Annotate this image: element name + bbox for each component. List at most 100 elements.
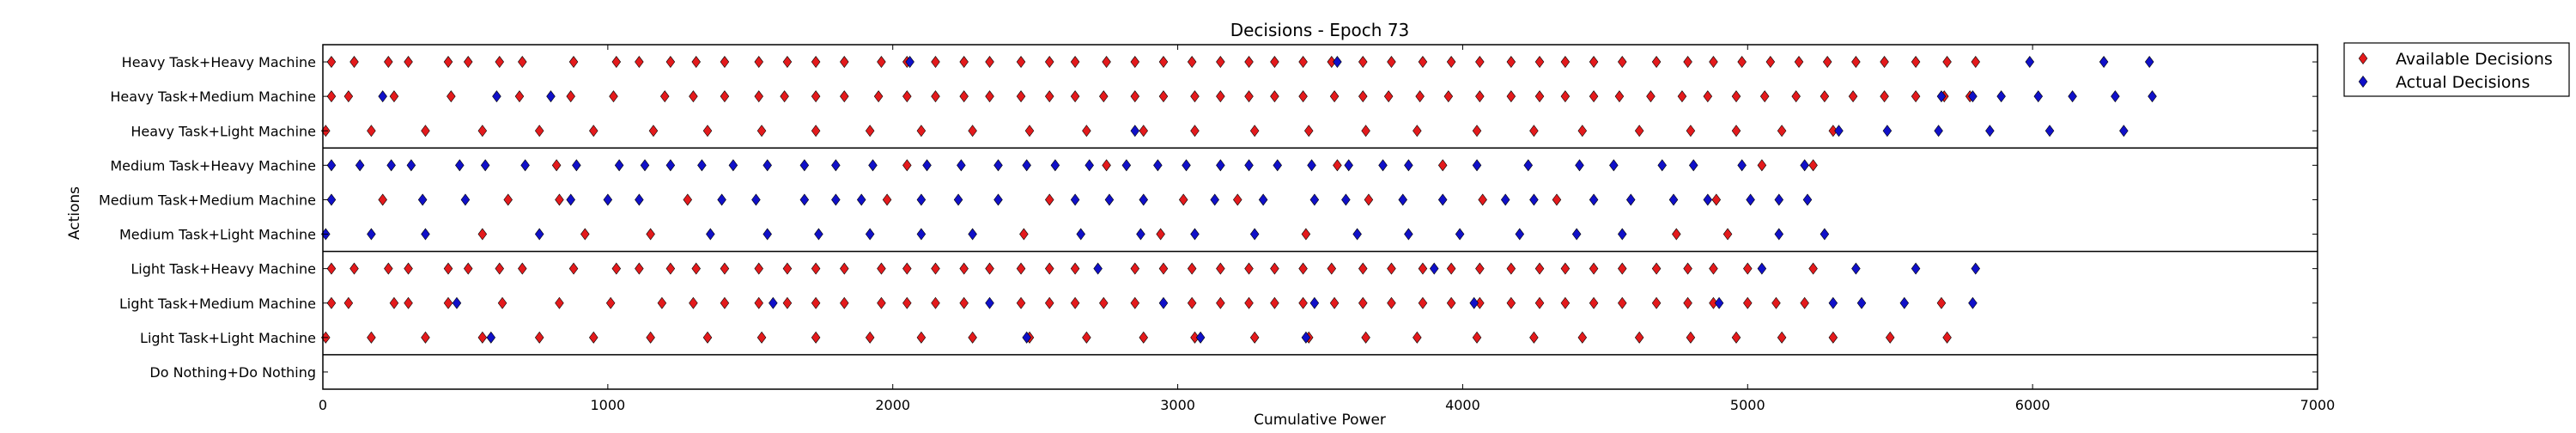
available-decision-point <box>421 331 430 344</box>
actual-decision-point <box>1258 193 1268 206</box>
available-decision-point <box>683 193 693 206</box>
actual-decision-point <box>762 228 772 241</box>
available-decision-point <box>1187 262 1197 275</box>
available-decision-point <box>1130 90 1140 103</box>
available-decision-point <box>443 296 453 309</box>
y-tick-label: Heavy Task+Heavy Machine <box>122 54 316 70</box>
available-decision-point <box>1244 90 1254 103</box>
available-decision-point <box>495 262 505 275</box>
x-tick-label: 5000 <box>1730 397 1765 413</box>
actual-decision-point <box>1802 193 1813 206</box>
available-decision-point <box>1711 193 1722 206</box>
y-tick-label: Light Task+Heavy Machine <box>131 261 316 277</box>
x-tick-label: 0 <box>319 397 327 413</box>
actual-decision-point <box>1309 296 1320 309</box>
available-decision-point <box>1270 90 1279 103</box>
available-decision-point <box>1216 296 1225 309</box>
actual-decision-point <box>1529 193 1539 206</box>
actual-decision-point <box>1249 228 1260 241</box>
actual-decision-point <box>355 159 365 172</box>
available-decision-point <box>702 331 713 344</box>
available-decision-point <box>1731 331 1741 344</box>
available-decision-point <box>1298 296 1308 309</box>
available-decision-point <box>1158 262 1169 275</box>
available-decision-point <box>1885 331 1895 344</box>
available-decision-point <box>534 125 544 137</box>
available-decision-point <box>326 262 337 275</box>
actual-decision-point <box>635 193 644 206</box>
actual-decision-point <box>417 193 428 206</box>
available-decision-point <box>720 56 730 69</box>
actual-decision-point <box>831 193 841 206</box>
available-decision-point <box>1651 56 1662 69</box>
actual-decision-point <box>1968 90 1978 103</box>
actual-decision-point <box>1022 331 1031 344</box>
available-decision-point <box>702 125 713 137</box>
available-decision-point <box>811 56 821 69</box>
available-decision-point <box>1765 56 1776 69</box>
actual-decision-point <box>1153 159 1163 172</box>
actual-decision-point <box>1309 193 1320 206</box>
y-tick-labels: Heavy Task+Heavy Machine Heavy Task+Mediu… <box>99 54 2318 381</box>
available-decision-point <box>959 90 969 103</box>
actual-decision-point <box>460 193 471 206</box>
actual-decision-point <box>1968 296 1978 309</box>
available-decision-point <box>1249 331 1260 344</box>
actual-decision-point <box>868 159 878 172</box>
available-decision-point <box>689 90 698 103</box>
actual-decision-point <box>1352 228 1362 241</box>
available-decision-point <box>384 56 393 69</box>
available-decision-point <box>1070 296 1080 309</box>
available-decision-point <box>657 296 667 309</box>
actual-decision-point <box>1244 159 1254 172</box>
available-decision-point <box>1577 331 1588 344</box>
available-decision-point <box>1820 90 1830 103</box>
actual-decision-point <box>1934 125 1943 137</box>
actual-decision-point <box>1210 193 1219 206</box>
y-tick-label: Light Task+Medium Machine <box>119 296 316 312</box>
available-decision-point <box>1618 296 1627 309</box>
legend: Available Decisions Actual Decisions <box>2343 42 2570 97</box>
available-decision-point <box>1577 125 1588 137</box>
available-decision-point <box>1415 90 1425 103</box>
available-decision-point <box>1475 56 1485 69</box>
available-decision-point <box>1808 262 1818 275</box>
available-decision-point <box>659 90 670 103</box>
available-decision-point <box>877 262 886 275</box>
actual-decision-point <box>1985 125 1995 137</box>
available-decision-point <box>349 56 359 69</box>
actual-decision-point <box>1737 159 1747 172</box>
available-decision-point <box>534 331 544 344</box>
available-decision-point <box>1446 56 1456 69</box>
available-decision-point <box>646 331 655 344</box>
available-decision-point <box>1936 296 1947 309</box>
actual-decision-point <box>1703 193 1713 206</box>
available-decision-point <box>611 56 622 69</box>
available-decision-point <box>1709 56 1718 69</box>
actual-decision-point <box>1273 159 1282 172</box>
actual-decision-point <box>728 159 738 172</box>
actual-decision-point <box>751 193 761 206</box>
actual-decision-point <box>1195 331 1206 344</box>
legend-box <box>2343 42 2570 97</box>
actual-decision-point <box>1834 125 1844 137</box>
x-tick-label: 6000 <box>2015 397 2050 413</box>
available-decision-point <box>1534 262 1545 275</box>
available-decision-point <box>811 262 821 275</box>
available-decision-point <box>756 331 767 344</box>
actual-decision-point <box>1216 159 1225 172</box>
available-decision-point <box>1589 56 1599 69</box>
available-decision-point <box>1130 262 1140 275</box>
available-decision-point <box>1102 56 1111 69</box>
available-decision-point <box>877 296 886 309</box>
group-separators <box>323 147 2318 356</box>
available-decision-point <box>1270 296 1279 309</box>
available-decision-point <box>1358 90 1368 103</box>
available-decision-point <box>1019 228 1029 241</box>
actual-decision-point <box>856 193 866 206</box>
available-decision-point <box>477 125 488 137</box>
y-tick-label: Medium Task+Light Machine <box>119 227 316 243</box>
available-decision-point <box>518 262 527 275</box>
available-decision-point <box>1777 331 1787 344</box>
